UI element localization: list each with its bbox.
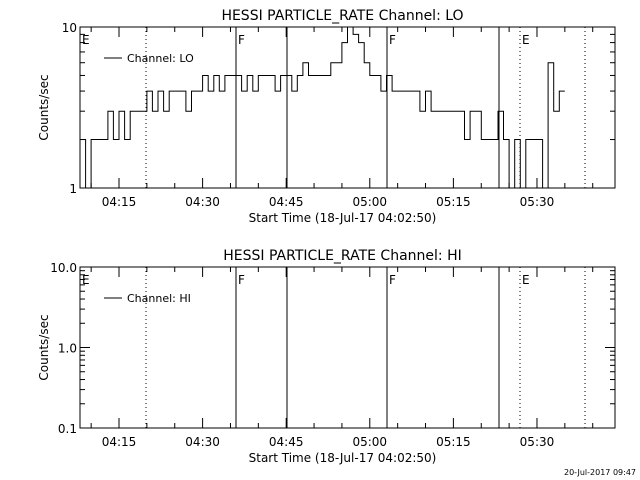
event-marker-label: E [522, 273, 530, 287]
y-tick-label: 10 [62, 21, 77, 35]
footer-timestamp: 20-Jul-2017 09:47 [564, 468, 636, 477]
y-tick-label: 1.0 [58, 342, 77, 356]
x-tick-label: 05:30 [520, 435, 555, 449]
x-tick-label: 04:45 [269, 435, 304, 449]
chart-title: HESSI PARTICLE_RATE Channel: HI [223, 248, 461, 264]
x-tick-label: 04:15 [102, 195, 137, 209]
y-tick-label: 0.1 [58, 422, 77, 436]
event-marker-label: E [82, 273, 90, 287]
event-marker-label: F [389, 273, 396, 287]
legend-label: Channel: HI [127, 292, 191, 305]
event-marker-label: E [82, 33, 90, 47]
y-axis-label: Counts/sec [37, 314, 51, 380]
x-tick-label: 04:45 [269, 195, 304, 209]
event-marker-label: E [522, 33, 530, 47]
x-tick-label: 05:15 [436, 435, 471, 449]
y-axis-label: Counts/sec [37, 74, 51, 140]
chart-title: HESSI PARTICLE_RATE Channel: LO [221, 8, 463, 24]
x-tick-label: 04:30 [185, 435, 220, 449]
x-tick-label: 05:15 [436, 195, 471, 209]
y-tick-label: 10.0 [50, 261, 77, 275]
event-marker-label: F [238, 273, 245, 287]
x-tick-label: 05:30 [520, 195, 555, 209]
y-tick-label: 1 [69, 182, 77, 196]
x-axis-label: Start Time (18-Jul-17 04:02:50) [249, 451, 437, 465]
x-axis-label: Start Time (18-Jul-17 04:02:50) [249, 211, 437, 225]
panel-hi: HESSI PARTICLE_RATE Channel: HI Counts/se… [37, 248, 616, 465]
series-line [80, 26, 565, 189]
x-tick-label: 04:30 [185, 195, 220, 209]
x-tick-label: 05:00 [352, 435, 387, 449]
event-marker-label: F [389, 33, 396, 47]
x-tick-label: 04:15 [102, 435, 137, 449]
panel-lo: HESSI PARTICLE_RATE Channel: LO Counts/se… [37, 8, 616, 225]
x-tick-label: 05:00 [352, 195, 387, 209]
legend-label: Channel: LO [127, 52, 194, 65]
event-marker-label: F [238, 33, 245, 47]
